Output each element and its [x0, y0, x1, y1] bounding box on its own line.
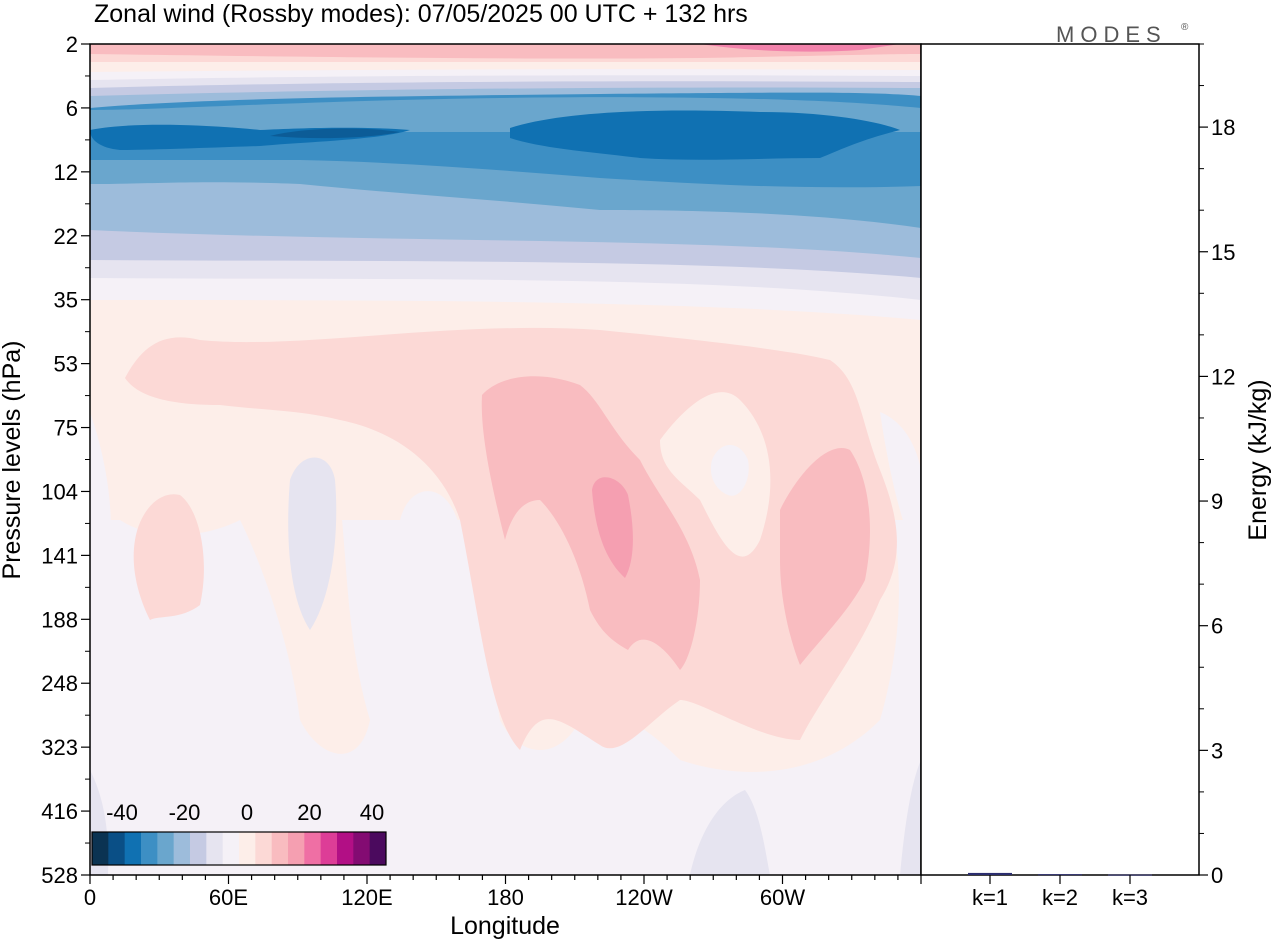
energy-y-tick-label: 12 — [1211, 364, 1235, 389]
energy-x-tick-label: k=3 — [1112, 885, 1148, 910]
colorbar-swatch — [222, 832, 240, 865]
y-tick-label: 323 — [41, 735, 78, 760]
x-tick-label: 0 — [84, 885, 96, 910]
energy-x-tick-label: k=1 — [972, 885, 1008, 910]
energy-axis-label: Energy (kJ/kg) — [1244, 379, 1272, 540]
colorbar-tick-label: -20 — [169, 800, 201, 825]
y-tick-label: 6 — [66, 96, 78, 121]
y-tick-label: 75 — [54, 416, 78, 441]
westerly-core-medium — [481, 376, 700, 670]
energy-y-tick-label: 3 — [1211, 738, 1223, 763]
colorbar-swatch — [157, 832, 175, 865]
y-tick-marks — [81, 43, 90, 876]
y-tick-label: 53 — [54, 352, 78, 377]
colorbar-swatch — [239, 832, 256, 865]
easterly-core-west — [270, 128, 400, 139]
y-tick-label: 35 — [54, 288, 78, 313]
colorbar-swatch — [173, 832, 191, 865]
colorbar-swatch — [141, 832, 158, 865]
y-tick-label: 12 — [54, 160, 78, 185]
weak-easterly-pocket-80w — [710, 445, 749, 496]
modes-logo: MODES ® — [1056, 22, 1189, 47]
colorbar — [91, 831, 387, 866]
colorbar-swatch — [190, 832, 207, 865]
y-tick-label: 141 — [41, 543, 78, 568]
registered-mark: ® — [1181, 22, 1189, 33]
strat-max-westerly — [700, 44, 900, 52]
colorbar-tick-label: -40 — [106, 800, 138, 825]
colorbar-swatch — [92, 832, 109, 865]
energy-bar — [1038, 874, 1082, 876]
logo-text: MODES — [1056, 22, 1167, 47]
zonal-wind-heatmap — [90, 44, 921, 875]
colorbar-tick-label: 40 — [360, 800, 384, 825]
easterly-jet-east — [510, 110, 900, 160]
colorbar-swatch — [124, 832, 142, 865]
y-tick-label: 528 — [41, 863, 78, 888]
colorbar-swatch — [320, 832, 338, 865]
energy-y-tick-label: 15 — [1211, 240, 1235, 265]
y-tick-label: 2 — [66, 32, 78, 57]
energy-x-ticks: k=1 k=2 k=3 — [972, 875, 1148, 910]
energy-y-tick-label: 6 — [1211, 614, 1223, 639]
easterly-streak — [110, 169, 170, 177]
x-tick-label: 120E — [341, 885, 392, 910]
energy-y-tick-label: 0 — [1211, 863, 1223, 888]
westerly-core-east — [780, 448, 870, 665]
west-weak-easterly-region — [90, 412, 180, 875]
colorbar-swatch — [288, 832, 305, 865]
colorbar-swatch — [369, 832, 387, 865]
y-tick-label: 22 — [54, 224, 78, 249]
energy-y-tick-label: 18 — [1211, 115, 1235, 140]
x-tick-labels: 0 60E 120E 180 120W 60W — [84, 885, 805, 910]
westerly-max-core — [592, 477, 633, 578]
energy-bar — [968, 872, 1012, 875]
colorbar-tick-label: 20 — [297, 800, 321, 825]
colorbar-tick-labels: -40 -20 0 20 40 — [106, 800, 384, 825]
colorbar-swatch — [271, 832, 289, 865]
energy-y-ticks: 0 3 6 9 12 15 18 — [1199, 43, 1235, 888]
y-tick-label: 188 — [41, 607, 78, 632]
y-axis-label: Pressure levels (hPa) — [0, 341, 26, 580]
y-tick-label: 248 — [41, 671, 78, 696]
strat-band-14 — [90, 44, 921, 59]
x-tick-label: 120W — [615, 885, 673, 910]
easterly-blob-surface-90w — [690, 790, 770, 875]
colorbar-tick-label: 0 — [241, 800, 253, 825]
y-tick-label: 416 — [41, 799, 78, 824]
colorbar-swatch — [353, 832, 371, 865]
energy-y-tick-label: 9 — [1211, 489, 1223, 514]
easterly-blob-60e — [288, 457, 337, 630]
easterly-blob-surface-east — [900, 760, 921, 875]
westerly-pocket-30e — [133, 494, 204, 620]
colorbar-swatch — [337, 832, 354, 865]
x-tick-label: 60E — [209, 885, 248, 910]
energy-panel-frame — [920, 43, 1200, 876]
colorbar-swatch — [255, 832, 273, 865]
x-axis-label: Longitude — [450, 912, 560, 940]
colorbar-swatch — [304, 832, 322, 865]
weak-easterly-region-150e — [400, 491, 490, 875]
y-tick-label: 104 — [41, 479, 78, 504]
x-tick-label: 60W — [760, 885, 805, 910]
chart-title: Zonal wind (Rossby modes): 07/05/2025 00… — [94, 0, 748, 28]
east-edge-weak-easterly — [880, 412, 921, 560]
x-tick-marks — [89, 875, 922, 884]
colorbar-swatch — [108, 832, 126, 865]
y-tick-labels: 2 6 12 22 35 53 75 104 141 188 248 323 416 528 — [41, 32, 78, 888]
colorbar-swatch — [206, 832, 224, 865]
colorbar-frame — [91, 831, 387, 866]
x-tick-label: 180 — [487, 885, 524, 910]
energy-x-tick-label: k=2 — [1042, 885, 1078, 910]
